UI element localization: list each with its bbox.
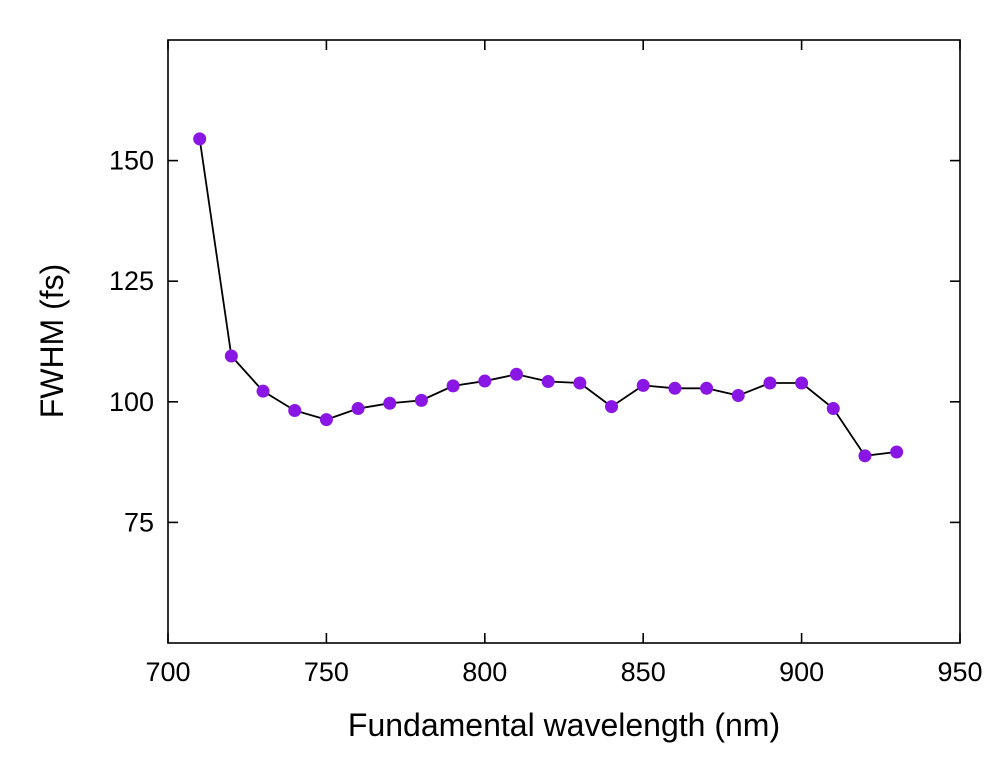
data-point [193,132,207,146]
data-point [224,349,238,363]
x-tick-label: 950 [937,657,982,687]
y-tick-label: 150 [109,146,154,176]
x-tick-label: 900 [779,657,824,687]
plot-frame [167,39,961,644]
data-point [636,378,650,392]
data-point [731,389,745,403]
series-line [198,138,897,457]
data-point [605,400,619,414]
y-tick-label: 100 [109,387,154,417]
data-point [446,379,460,393]
data-point [700,381,714,395]
data-point [795,376,809,390]
data-point [319,413,333,427]
y-tick-label: 125 [109,266,154,296]
data-point [288,403,302,417]
data-point [541,375,555,389]
data-point [256,384,270,398]
data-point [858,449,872,463]
y-axis-ticks: 75 100 125 150 [109,146,960,537]
x-tick-label: 850 [621,657,666,687]
data-point [509,367,523,381]
y-tick-label: 75 [124,507,154,537]
data-point [478,374,492,388]
y-axis-label: FWHM (fs) [34,264,70,419]
x-tick-label: 800 [462,657,507,687]
data-point [383,396,397,410]
x-tick-label: 750 [304,657,349,687]
data-point [351,402,365,416]
data-point [890,445,904,459]
series-layer [193,132,904,463]
data-point [573,376,587,390]
data-point [414,393,428,407]
x-tick-label: 700 [145,657,190,687]
x-axis-label: Fundamental wavelength (nm) [348,707,780,743]
data-point [763,376,777,390]
data-point [668,381,682,395]
x-axis-ticks: 700 750 800 850 900 950 [145,40,983,687]
data-point [826,402,840,416]
